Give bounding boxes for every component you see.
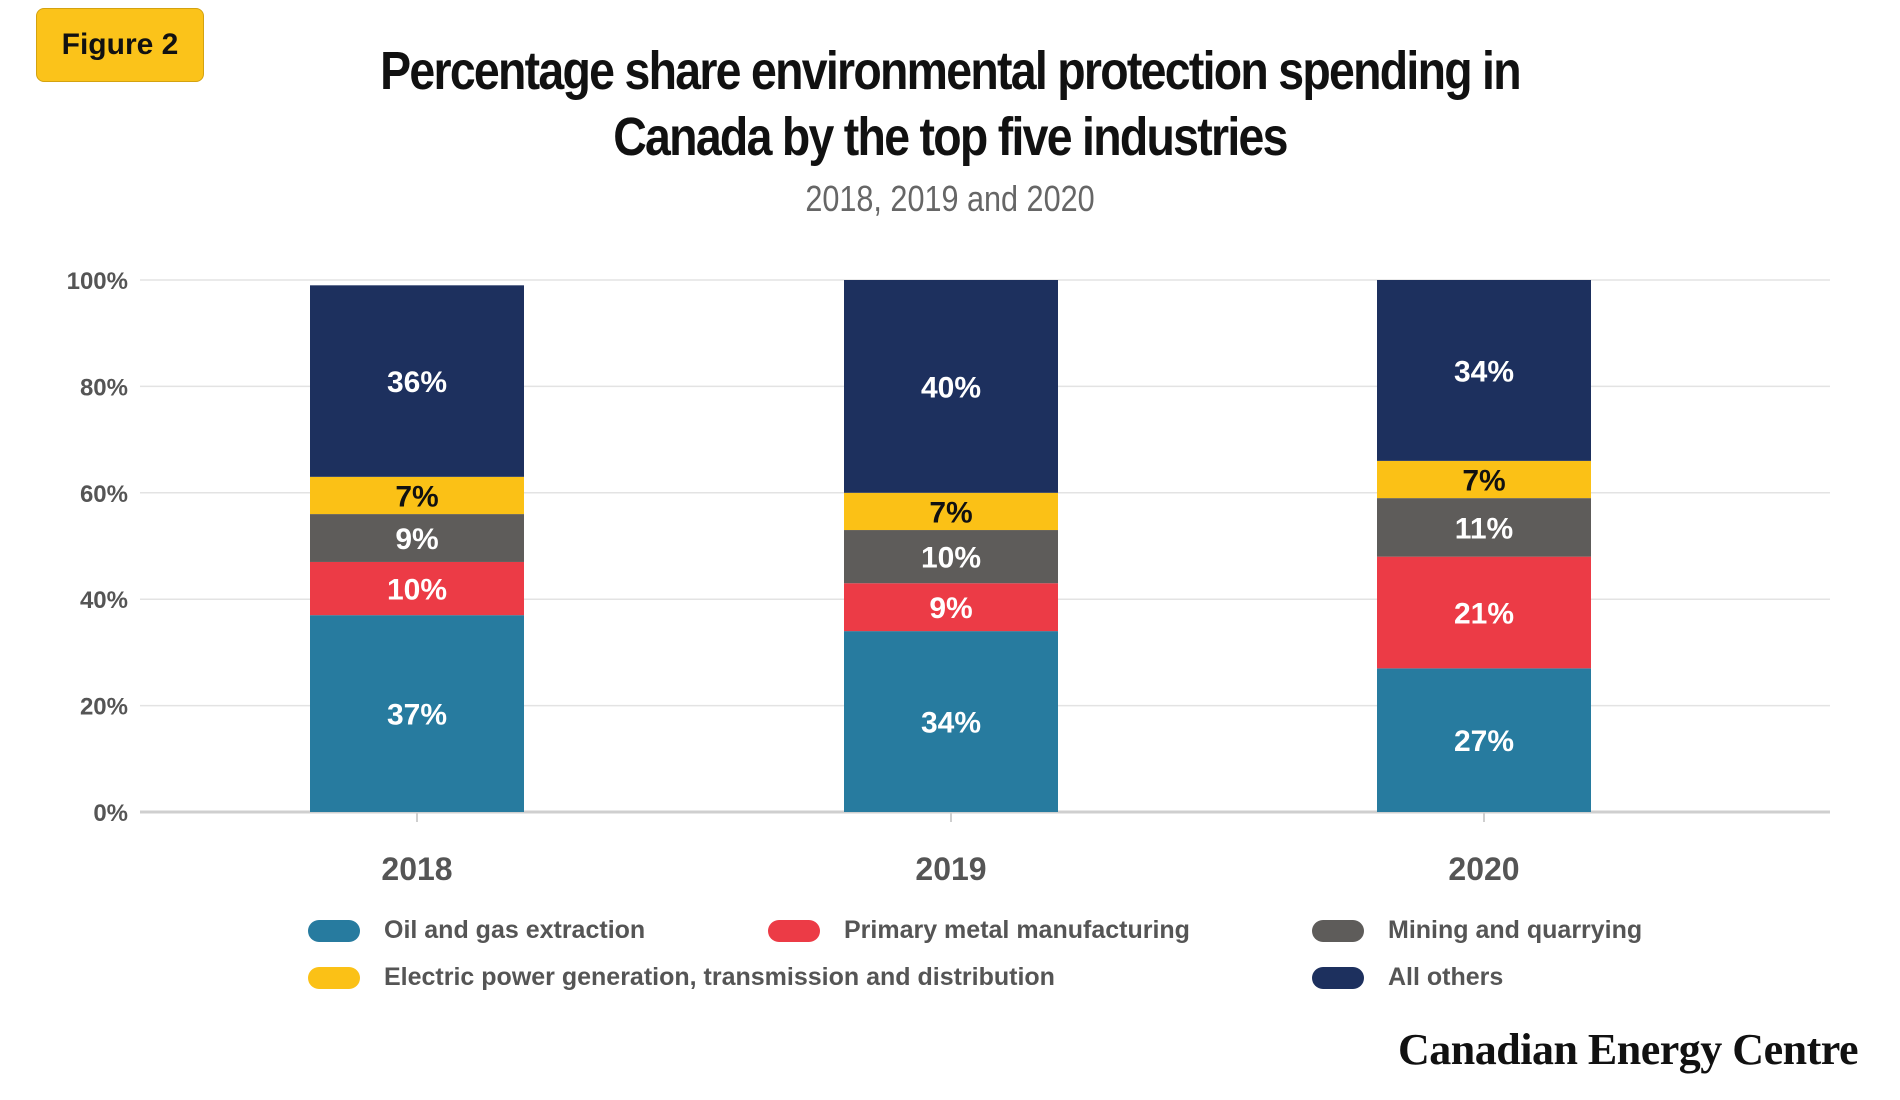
data-label: 27% [1454, 725, 1514, 758]
bar-segment [310, 285, 524, 477]
bar-segment [844, 631, 1058, 812]
data-label: 7% [1462, 465, 1505, 498]
stacked-bar-chart: 0% 20% 40% 60% 80% 100% 37% 10% 9% 7% 36% 2018 34% 9%… [67, 268, 1830, 887]
legend-label-all-others: All others [1388, 963, 1504, 991]
legend-swatch-primary-metal [768, 919, 820, 942]
bar-segment [310, 476, 524, 515]
data-label: 36% [387, 366, 447, 399]
bar-segment [1377, 280, 1591, 461]
bar-segment [310, 514, 524, 562]
bar-segment [844, 530, 1058, 584]
data-label: 9% [395, 523, 438, 556]
data-label: 34% [921, 707, 981, 740]
legend-item-primary-metal: Primary metal manufacturing [768, 916, 1190, 945]
bar-segment [844, 583, 1058, 632]
chart-title-line-1: Percentage share environmental protectio… [380, 41, 1522, 101]
legend-item-all-others: All others [1312, 963, 1503, 992]
x-tick-label: 2020 [1448, 851, 1519, 887]
data-label: 10% [921, 542, 981, 575]
y-tick-label: 20% [80, 694, 128, 721]
bar-segment [844, 280, 1058, 493]
bar-segment [310, 561, 524, 616]
legend-label-mining: Mining and quarrying [1388, 916, 1643, 944]
x-tick-label: 2018 [381, 851, 452, 887]
legend-item-electric-power: Electric power generation, transmission … [308, 963, 1055, 992]
legend-swatch-oil-gas [308, 919, 360, 942]
y-tick-label: 80% [80, 374, 128, 401]
figure-badge: Figure 2 [36, 8, 204, 82]
data-label: 10% [387, 574, 447, 607]
legend-item-oil-gas: Oil and gas extraction [308, 916, 645, 945]
data-label: 37% [387, 699, 447, 732]
data-label: 11% [1455, 512, 1513, 545]
legend-label-oil-gas: Oil and gas extraction [384, 916, 646, 944]
legend-swatch-all-others [1312, 966, 1364, 989]
x-tick-label: 2019 [915, 851, 986, 887]
bar-segment [1377, 556, 1591, 669]
legend-swatch-mining [1312, 919, 1364, 942]
bar-segment [310, 615, 524, 812]
bar-segment [1377, 668, 1591, 812]
brand-logo-text: Canadian Energy Centre [1398, 1025, 1858, 1074]
legend-label-electric-power: Electric power generation, transmission … [384, 963, 1055, 991]
y-tick-label: 40% [80, 587, 128, 614]
chart-title: Percentage share environmental protectio… [0, 38, 1900, 170]
legend-item-mining: Mining and quarrying [1312, 916, 1642, 945]
data-label: 7% [395, 480, 438, 513]
legend-label-primary-metal: Primary metal manufacturing [844, 916, 1190, 944]
y-tick-label: 60% [80, 481, 128, 508]
y-tick-label: 0% [93, 800, 128, 827]
bar-segment [1377, 460, 1591, 499]
figure-badge-label: Figure 2 [61, 28, 179, 61]
bar-segment [844, 492, 1058, 531]
data-label: 40% [921, 371, 981, 404]
legend-swatch-electric-power [308, 966, 360, 989]
data-label: 21% [1454, 598, 1514, 631]
y-tick-label: 100% [67, 268, 128, 295]
data-label: 34% [1454, 355, 1514, 388]
chart-subtitle: 2018, 2019 and 2020 [805, 178, 1095, 219]
bar-segment [1377, 498, 1591, 557]
chart-title-line-2: Canada by the top five industries [613, 107, 1288, 167]
data-label: 9% [929, 592, 972, 625]
data-label: 7% [929, 496, 972, 529]
